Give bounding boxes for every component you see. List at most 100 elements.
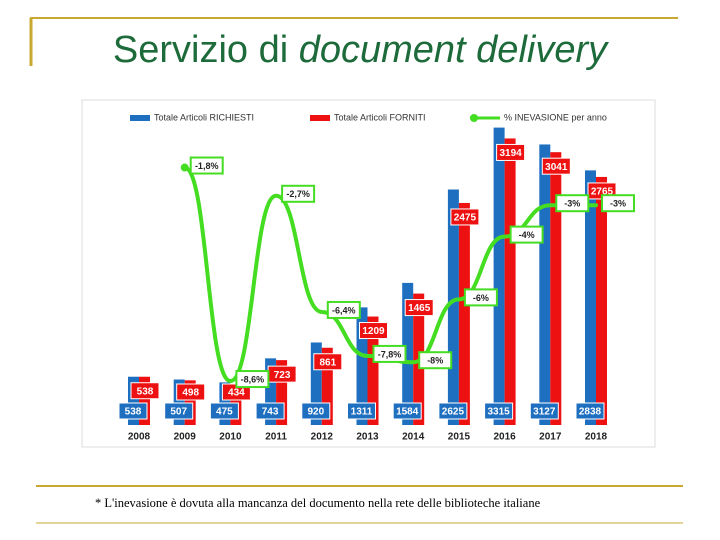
value-label-box <box>392 402 422 420</box>
bar <box>173 379 185 425</box>
value-label: 2765 <box>591 187 614 198</box>
bar <box>402 282 414 425</box>
value-label: 475 <box>216 407 233 418</box>
bar <box>321 347 333 425</box>
x-tick-label: 2009 <box>174 432 197 443</box>
title-italic: document delivery <box>299 29 609 71</box>
line-label-box <box>235 370 270 389</box>
line-label-box <box>281 184 316 203</box>
value-label-box <box>450 208 480 226</box>
line-label-box <box>463 288 498 307</box>
value-label-box <box>347 402 376 420</box>
legend-label: % INEVASIONE per anno <box>504 112 607 122</box>
bar <box>265 358 277 425</box>
value-label-box <box>176 383 206 401</box>
legend-label: Totale Articoli RICHIESTI <box>154 112 254 122</box>
value-label: 743 <box>262 407 279 418</box>
line-label: -6,4% <box>332 305 356 315</box>
value-label: 920 <box>307 407 324 418</box>
value-label-box <box>301 402 331 420</box>
legend-swatch <box>310 115 330 121</box>
value-label: 2475 <box>454 213 477 224</box>
line-label: -1,8% <box>195 161 219 171</box>
value-label: 1209 <box>362 326 385 337</box>
value-label: 861 <box>319 357 336 368</box>
x-tick-label: 2010 <box>219 432 242 443</box>
line-label: -3% <box>610 199 626 209</box>
value-label: 3127 <box>533 407 556 418</box>
line-label-box <box>509 225 544 244</box>
x-tick-label: 2014 <box>402 432 425 443</box>
value-label-box <box>575 402 605 420</box>
chart: Totale Articoli RICHIESTI Totale Articoli… <box>118 112 635 443</box>
line-label: -7,8% <box>378 349 402 359</box>
x-tick-label: 2012 <box>311 432 334 443</box>
value-label: 2625 <box>442 407 465 418</box>
bar <box>367 316 379 425</box>
line-label-box <box>555 194 590 213</box>
bar <box>458 202 470 425</box>
value-label-box <box>404 299 434 317</box>
bar <box>447 189 459 425</box>
value-label: 538 <box>137 386 154 397</box>
footnote: * L'inevasione è dovuta alla mancanza de… <box>95 496 541 510</box>
value-label: 3315 <box>487 407 510 418</box>
value-label-box <box>359 322 388 340</box>
value-label: 1311 <box>351 407 373 418</box>
x-tick-label: 2008 <box>128 432 151 443</box>
value-label-box <box>496 143 526 161</box>
line-marker <box>180 163 189 172</box>
bar <box>128 376 139 425</box>
value-label: 3041 <box>545 162 568 173</box>
bar <box>539 144 551 425</box>
bar <box>550 152 562 425</box>
bar <box>310 342 322 425</box>
line <box>182 165 598 384</box>
x-tick-label: 2015 <box>448 432 471 443</box>
value-label: 507 <box>170 407 187 418</box>
value-label-box <box>130 382 160 400</box>
value-label: 538 <box>125 407 142 418</box>
value-label: 2838 <box>579 407 602 418</box>
bar <box>596 176 607 425</box>
value-label: 498 <box>182 388 199 399</box>
slide-title: Servizio di document delivery <box>113 29 609 71</box>
x-tick-label: 2013 <box>356 432 379 443</box>
value-label-box <box>438 402 468 420</box>
bar <box>585 170 596 425</box>
line-label-box <box>326 300 361 319</box>
value-label: 434 <box>228 388 245 399</box>
line-label-box <box>418 351 453 370</box>
bar <box>493 127 505 426</box>
value-label-box <box>313 353 343 371</box>
line-label: -6% <box>473 293 489 303</box>
value-label-box <box>529 402 559 420</box>
value-label-box <box>255 402 285 420</box>
title-plain: Servizio di <box>113 29 288 71</box>
value-label-box <box>484 402 514 420</box>
x-tick-label: 2016 <box>493 432 516 443</box>
value-label: 3194 <box>499 148 522 159</box>
bar <box>504 138 516 425</box>
x-tick-label: 2011 <box>265 432 287 443</box>
value-label-box <box>209 402 239 420</box>
line-label-box <box>372 344 407 363</box>
x-tick-label: 2017 <box>539 432 562 443</box>
value-label-box <box>118 402 148 420</box>
value-label: 723 <box>274 370 291 381</box>
line-label-box <box>189 156 224 175</box>
value-label-box <box>164 402 194 420</box>
value-label-box <box>541 157 571 175</box>
x-tick-label: 2018 <box>585 432 608 443</box>
legend-label: Totale Articoli FORNITI <box>334 112 426 122</box>
line-label: -3% <box>564 199 580 209</box>
line-label: -8% <box>427 356 443 366</box>
legend-swatch <box>130 115 150 121</box>
bar <box>276 360 288 425</box>
value-label: 1465 <box>408 303 431 314</box>
bar <box>356 307 368 425</box>
legend-swatch <box>470 114 478 122</box>
line-label: -8,6% <box>241 374 265 384</box>
bar <box>139 376 150 425</box>
